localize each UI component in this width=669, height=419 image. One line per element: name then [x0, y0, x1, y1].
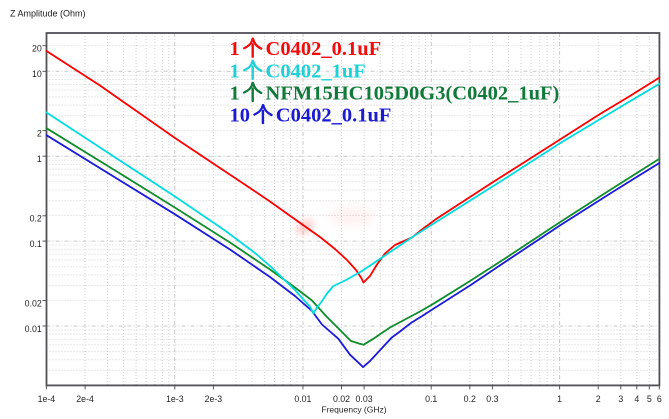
svg-text:1: 1	[557, 394, 562, 404]
svg-text:C0402_0.1uF: C0402_0.1uF	[276, 105, 392, 127]
svg-text:C0402_0.1uF: C0402_0.1uF	[266, 38, 382, 60]
svg-text:NFM15HC105D0G3(C0402_1uF): NFM15HC105D0G3(C0402_1uF)	[266, 82, 560, 104]
svg-text:10: 10	[230, 105, 251, 127]
svg-text:0.2: 0.2	[30, 214, 42, 224]
svg-text:20: 20	[32, 44, 42, 54]
svg-text:6: 6	[657, 394, 662, 404]
svg-text:1: 1	[230, 38, 240, 60]
svg-text:1: 1	[230, 60, 240, 82]
svg-text:1: 1	[230, 82, 240, 104]
svg-text:2e-3: 2e-3	[205, 394, 223, 404]
svg-text:0.02: 0.02	[25, 298, 42, 308]
svg-text:1e-3: 1e-3	[166, 394, 184, 404]
svg-text:C0402_1uF: C0402_1uF	[266, 60, 366, 82]
svg-text:2: 2	[596, 394, 601, 404]
svg-text:0.1: 0.1	[425, 394, 437, 404]
svg-text:0.3: 0.3	[486, 394, 498, 404]
svg-text:10: 10	[32, 69, 42, 79]
svg-text:0.01: 0.01	[294, 394, 311, 404]
svg-text:2e-4: 2e-4	[76, 394, 94, 404]
svg-text:Frequency (GHz): Frequency (GHz)	[321, 404, 386, 414]
svg-text:5: 5	[647, 394, 652, 404]
svg-text:4: 4	[634, 394, 639, 404]
svg-text:Z Amplitude (Ohm): Z Amplitude (Ohm)	[10, 8, 86, 18]
svg-text:0.02: 0.02	[333, 394, 350, 404]
svg-text:2: 2	[37, 128, 42, 138]
svg-text:1: 1	[37, 154, 42, 164]
svg-text:3: 3	[618, 394, 623, 404]
svg-text:0.2: 0.2	[464, 394, 476, 404]
svg-text:0.1: 0.1	[30, 239, 42, 249]
svg-text:0.03: 0.03	[356, 394, 373, 404]
svg-text:1e-4: 1e-4	[38, 394, 56, 404]
svg-text:0.01: 0.01	[25, 324, 42, 334]
